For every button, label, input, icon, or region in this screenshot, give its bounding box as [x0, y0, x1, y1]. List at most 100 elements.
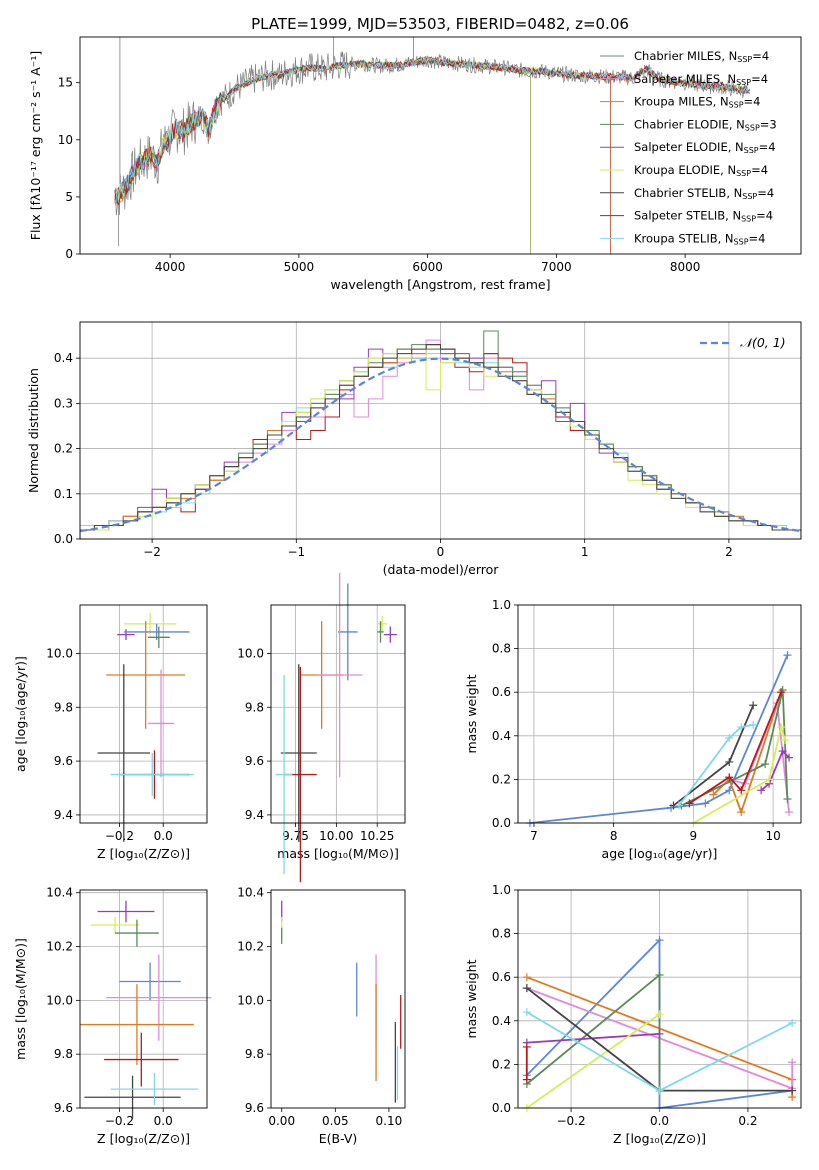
x-tick-label: −0.2	[105, 829, 134, 843]
weight-marker	[725, 773, 734, 782]
x-tick-label: 7	[530, 829, 538, 843]
axes-spectrum: 4000 5000 6000 7000 8000 0 5 10 15 wavelength [An…	[28, 51, 700, 292]
y-tick-label: 9.6	[245, 1101, 264, 1115]
x-tick-label: 5000	[284, 260, 315, 274]
weight-marker	[709, 790, 718, 799]
weight-marker	[725, 757, 734, 766]
y-tick-label: 10.4	[46, 886, 73, 900]
axes-frame	[270, 604, 406, 824]
legend-entry: Kroupa ELODIE, NSSP=4	[634, 163, 768, 178]
weight-marker	[737, 786, 746, 795]
weight-marker	[788, 1058, 797, 1067]
x-tick-label: 8	[610, 829, 618, 843]
weight-marker	[777, 723, 786, 732]
x-tick-label: −0.2	[556, 1114, 585, 1128]
histogram-series	[80, 344, 801, 539]
weight-marker	[785, 808, 794, 817]
y-tick-label: 9.8	[54, 1047, 73, 1061]
y-tick-label: 5	[65, 190, 73, 204]
x-tick-label: −1	[287, 545, 305, 559]
y-tick-label: 0.2	[54, 442, 73, 456]
y-tick-label: 0.2	[492, 772, 511, 786]
y-tick-label: 0.4	[492, 729, 511, 743]
y-tick-label: 15	[58, 76, 73, 90]
axes-mass-age: 9.75 10.00 10.25 9.4 9.6 9.8 10.0 mass [log₁₀(M…	[237, 605, 405, 861]
y-tick-label: 9.8	[54, 700, 73, 714]
axes-residuals: −2 −1 0 1 2 0.0 0.1 0.2 0.3 0.4 (data-model)/error…	[26, 322, 801, 577]
figure-title: PLATE=1999, MJD=53503, FIBERID=0482, z=0…	[251, 15, 629, 33]
axes-frame	[79, 604, 208, 824]
y-tick-label: 10.4	[237, 886, 264, 900]
x-tick-label: 6000	[412, 260, 443, 274]
y-tick-label: 0	[65, 247, 73, 261]
weight-marker	[701, 799, 710, 808]
y-tick-label: 9.8	[245, 1047, 264, 1061]
axes-ebv-mass: 0.00 0.05 0.10 9.6 9.8 10.0 10.2 10.4 E(B-V)	[237, 886, 402, 1146]
y-axis-label: mass [log₁₀(M/M⊙)]	[13, 938, 28, 1060]
weight-marker	[765, 775, 774, 784]
x-tick-label: 4000	[155, 260, 186, 274]
x-tick-label: 0.0	[650, 1114, 669, 1128]
weight-marker	[522, 973, 531, 982]
weight-marker	[778, 747, 787, 756]
weight-marker	[685, 799, 694, 808]
y-tick-label: 9.6	[54, 754, 73, 768]
weight-marker	[522, 1042, 531, 1051]
axes-frame	[517, 889, 802, 1109]
weight-line	[688, 691, 782, 805]
weight-marker	[749, 720, 758, 729]
x-tick-label: 10.25	[360, 829, 394, 843]
axes-frame	[79, 321, 802, 540]
x-axis-label: Z [log₁₀(Z/Z⊙)]	[97, 1131, 190, 1146]
legend-entry: 𝒩(0, 1)	[740, 335, 786, 350]
y-axis-label: Normed distribution	[26, 368, 41, 493]
x-tick-label: −0.2	[105, 1114, 134, 1128]
weight-marker	[777, 688, 786, 697]
x-tick-label: 9	[690, 829, 698, 843]
x-tick-label: 8000	[670, 260, 701, 274]
weight-marker	[749, 701, 758, 710]
y-tick-label: 0.6	[492, 970, 511, 984]
weight-marker	[781, 736, 790, 745]
y-axis-label: Flux [fλ10⁻¹⁷ erg cm⁻² s⁻¹ A⁻¹]	[28, 51, 43, 240]
x-tick-label: 0.10	[376, 1114, 403, 1128]
weight-marker	[783, 651, 792, 660]
x-tick-label: 10.00	[319, 829, 353, 843]
weight-marker	[737, 723, 746, 732]
weight-line	[760, 749, 790, 791]
weight-marker	[788, 1018, 797, 1027]
legend-entry: Salpeter STELIB, NSSP=4	[634, 209, 773, 224]
y-tick-label: 10.2	[237, 940, 264, 954]
x-tick-label: 0.0	[154, 1114, 173, 1128]
y-tick-label: 0.0	[54, 532, 73, 546]
y-tick-label: 9.8	[245, 700, 264, 714]
x-tick-label: 0.0	[154, 829, 173, 843]
x-axis-label: E(B-V)	[319, 1131, 358, 1146]
axes-frame	[79, 889, 208, 1109]
y-tick-label: 10.0	[237, 993, 264, 1007]
weight-marker	[522, 984, 531, 993]
weight-marker	[783, 795, 792, 804]
y-tick-label: 9.6	[54, 1101, 73, 1115]
axes-frame	[270, 889, 406, 1109]
y-tick-label: 0.4	[54, 351, 73, 365]
weight-marker	[757, 786, 766, 795]
y-tick-label: 1.0	[492, 883, 511, 897]
y-tick-label: 0.8	[492, 927, 511, 941]
axes-z-age: −0.2 0.0 9.4 9.6 9.8 10.0 Z [log₁₀(Z/Z⊙)] age […	[13, 605, 207, 861]
x-tick-label: 0.00	[268, 1114, 295, 1128]
weight-marker	[655, 1010, 664, 1019]
x-axis-label: mass [log₁₀(M/M⊙)]	[277, 846, 399, 861]
y-axis-label: mass weight	[464, 674, 479, 753]
x-tick-label: 1	[581, 545, 589, 559]
weight-marker	[785, 753, 794, 762]
x-tick-label: 0.2	[738, 1114, 757, 1128]
y-axis-label: mass weight	[464, 959, 479, 1038]
y-tick-label: 9.4	[54, 808, 73, 822]
legend-entry: Chabrier STELIB, NSSP=4	[634, 186, 774, 201]
weight-marker	[737, 808, 746, 817]
weight-marker	[725, 733, 734, 742]
weight-marker	[761, 760, 770, 769]
x-tick-label: 2	[725, 545, 733, 559]
legend-entry: Salpeter MILES, NSSP=4	[634, 72, 768, 87]
